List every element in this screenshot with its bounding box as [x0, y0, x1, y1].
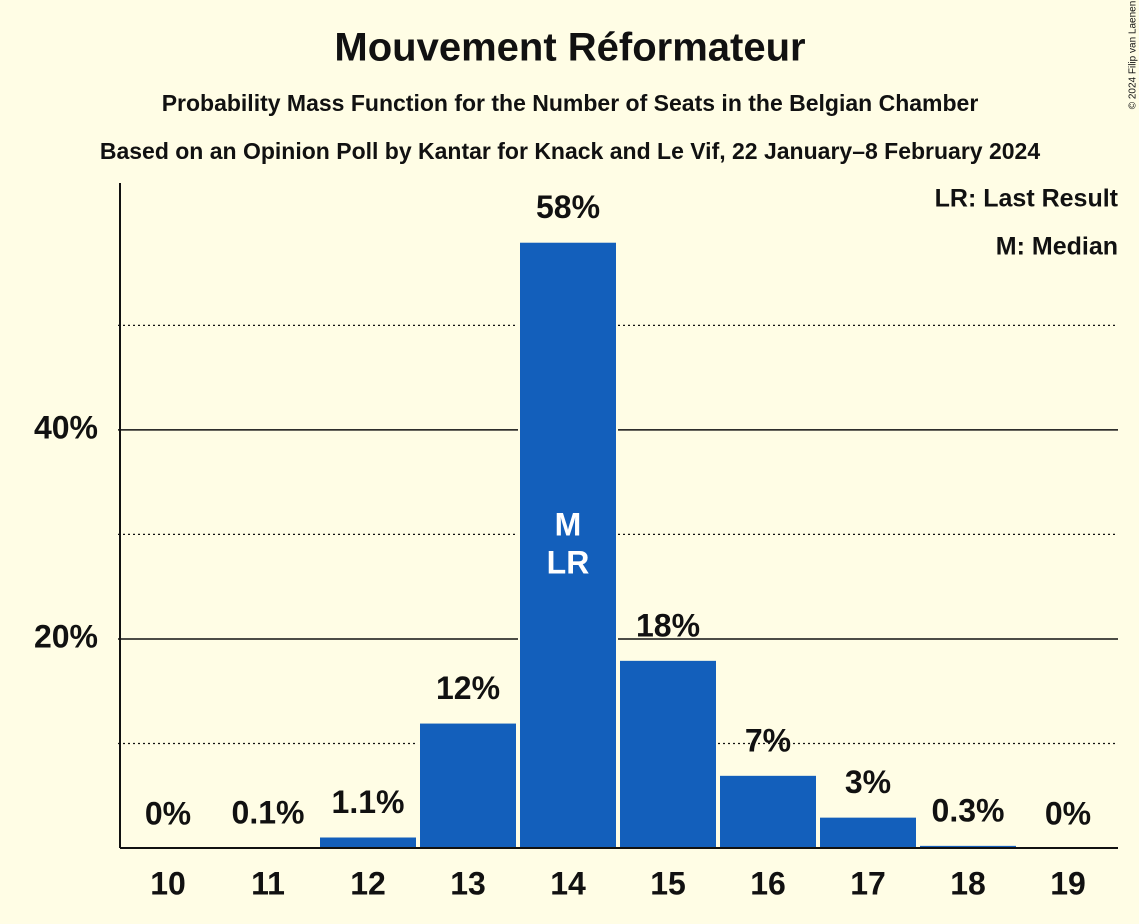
chart-subtitle: Probability Mass Function for the Number… — [162, 90, 979, 116]
y-tick-label: 20% — [34, 618, 98, 654]
y-tick-label: 40% — [34, 409, 98, 445]
bar — [418, 721, 518, 849]
x-tick-label: 13 — [450, 865, 486, 901]
value-label: 0.3% — [932, 792, 1005, 828]
bar — [618, 658, 718, 849]
value-label: 18% — [636, 607, 700, 643]
value-label: 7% — [745, 722, 791, 758]
value-label: 12% — [436, 670, 500, 706]
bar-annotation: LR — [547, 544, 590, 580]
bar — [718, 773, 818, 849]
value-label: 1.1% — [332, 784, 405, 820]
value-label: 0.1% — [232, 794, 305, 830]
x-tick-label: 10 — [150, 865, 186, 901]
x-tick-label: 11 — [251, 865, 285, 901]
x-tick-label: 18 — [950, 865, 986, 901]
x-tick-label: 12 — [350, 865, 386, 901]
bar-annotation: M — [555, 506, 582, 542]
copyright: © 2024 Filip van Laenen — [1128, 1, 1139, 110]
bar — [818, 815, 918, 849]
legend-entry: M: Median — [996, 233, 1118, 261]
x-tick-label: 14 — [550, 865, 586, 901]
bar — [318, 835, 418, 850]
value-label: 0% — [145, 795, 191, 831]
x-tick-label: 17 — [850, 865, 886, 901]
value-label: 0% — [1045, 795, 1091, 831]
value-label: 3% — [845, 764, 891, 800]
value-label: 58% — [536, 189, 600, 225]
x-tick-label: 19 — [1050, 865, 1086, 901]
legend-entry: LR: Last Result — [935, 185, 1119, 213]
x-tick-label: 16 — [750, 865, 786, 901]
x-tick-label: 15 — [650, 865, 686, 901]
chart-subtitle: Based on an Opinion Poll by Kantar for K… — [100, 138, 1041, 164]
bar — [518, 240, 618, 849]
chart-title: Mouvement Réformateur — [334, 26, 805, 70]
